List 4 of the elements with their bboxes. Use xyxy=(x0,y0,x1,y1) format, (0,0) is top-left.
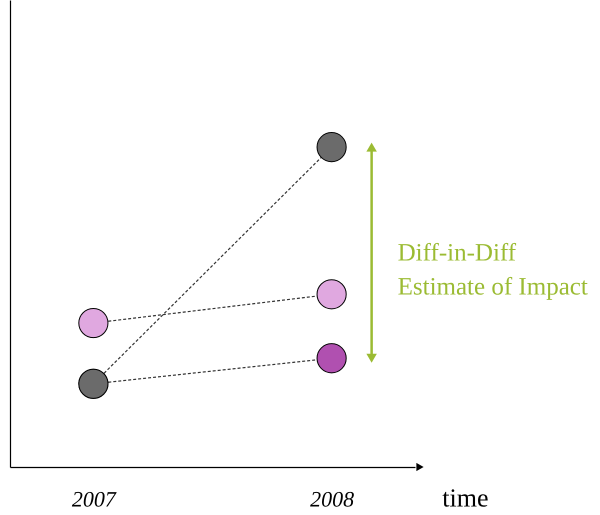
annotation: Diff-in-Diff Estimate of Impact xyxy=(398,240,588,301)
x-tick-label: 2008 xyxy=(310,486,354,512)
x-tick-label: 2007 xyxy=(72,486,117,512)
x-axis-title: time xyxy=(442,484,488,512)
